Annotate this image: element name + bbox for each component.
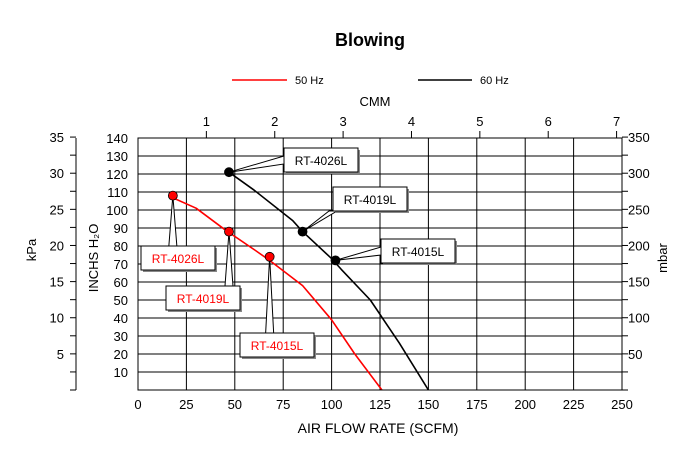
data-point (330, 255, 341, 266)
y-tick-label: 40 (114, 311, 128, 326)
annotation-box (165, 285, 241, 311)
y-tick-label: 30 (114, 329, 128, 344)
top-tick-label: 5 (476, 114, 483, 129)
y-axis-label-kpa: kPa (24, 238, 39, 261)
y-tick-label: 130 (106, 149, 128, 164)
x-tick-label: 25 (179, 397, 193, 412)
mbar-tick-label: 200 (628, 238, 650, 253)
legend: 50 Hz 60 Hz (232, 75, 509, 87)
data-point (224, 226, 234, 237)
annotation-callout: RT-4026L (140, 190, 217, 272)
plot-frame (137, 137, 623, 391)
legend-label-60hz: 60 Hz (480, 75, 509, 87)
x-tick-label: 175 (466, 397, 488, 412)
annotation-label: RT-4026L (152, 252, 205, 266)
data-point (297, 226, 308, 237)
x-tick-label: 75 (276, 397, 290, 412)
annotation-label: RT-4026L (295, 154, 348, 168)
kpa-tick-label: 10 (50, 311, 64, 326)
x-tick-label: 125 (369, 397, 391, 412)
chart-title: Blowing (335, 30, 405, 50)
data-point (224, 167, 234, 178)
mbar-tick-label: 150 (628, 275, 650, 290)
annotation-label: RT-4019L (177, 292, 230, 306)
annotation-box (140, 245, 216, 271)
top-tick-label: 7 (613, 114, 620, 129)
kpa-tick-label: 20 (50, 238, 64, 253)
y-tick-label: 50 (114, 293, 128, 308)
top-tick-label: 6 (545, 114, 552, 129)
x-axis-label: AIR FLOW RATE (SCFM) (298, 420, 459, 436)
annotation-label: RT-4019L (344, 193, 397, 207)
annotation-callout: RT-4015L (239, 251, 316, 359)
annotation-label: RT-4015L (392, 245, 445, 259)
annotation-box (239, 332, 315, 358)
annotation-callout: RT-4019L (297, 186, 409, 237)
mbar-tick-label: 300 (628, 166, 650, 181)
y-tick-label: 10 (114, 365, 128, 380)
kpa-tick-label: 5 (57, 347, 64, 362)
annotations: RT-4026L RT-4019L RT-4015L RT-4026L RT-4019L… (140, 147, 457, 359)
mbar-tick-label: 250 (628, 202, 650, 217)
y-tick-label: 120 (106, 167, 128, 182)
kpa-tick-label: 15 (50, 275, 64, 290)
annotation-callout: RT-4019L (165, 226, 242, 312)
y-tick-label: 70 (114, 257, 128, 272)
x-tick-label: 50 (228, 397, 242, 412)
x-tick-label: 200 (514, 397, 536, 412)
annotation-box (380, 238, 456, 264)
x-tick-label: 0 (134, 397, 141, 412)
y-tick-label: 110 (107, 185, 128, 200)
mbar-tick-label: 50 (628, 347, 642, 362)
y-tick-label: 20 (114, 347, 128, 362)
y-axis-label-mbar: mbar (655, 243, 670, 273)
data-point (167, 190, 178, 201)
x-tick-label: 225 (563, 397, 585, 412)
y-tick-label: 90 (114, 221, 128, 236)
legend-label-50hz: 50 Hz (295, 75, 324, 87)
top-tick-label: 1 (203, 114, 210, 129)
data-point (264, 251, 275, 262)
y-tick-label: 80 (114, 239, 128, 254)
annotation-label: RT-4015L (251, 339, 304, 353)
annotation-callout: RT-4026L (224, 147, 360, 178)
top-tick-label: 2 (271, 114, 278, 129)
y-tick-label: 60 (114, 275, 128, 290)
kpa-tick-label: 25 (50, 202, 64, 217)
grid (138, 138, 622, 390)
top-axis-label: CMM (359, 94, 390, 109)
x-tick-label: 100 (321, 397, 343, 412)
top-tick-label: 4 (408, 114, 415, 129)
axis-ticks: 0 25 50 75 100 125 150 175 200 225 250102030405060… (50, 114, 650, 412)
y-axis-label-inches: INCHS H₂O (86, 224, 101, 293)
mbar-tick-label: 100 (628, 311, 650, 326)
kpa-tick-label: 30 (50, 166, 64, 181)
y-tick-label: 140 (106, 131, 128, 146)
annotation-callout: RT-4015L (330, 238, 457, 266)
y-tick-label: 100 (106, 203, 128, 218)
x-tick-label: 150 (418, 397, 440, 412)
x-tick-label: 250 (611, 397, 633, 412)
mbar-tick-label: 350 (628, 130, 650, 145)
annotation-box (332, 186, 408, 212)
annotation-box (283, 147, 359, 173)
top-tick-label: 3 (339, 114, 346, 129)
kpa-tick-label: 35 (50, 130, 64, 145)
